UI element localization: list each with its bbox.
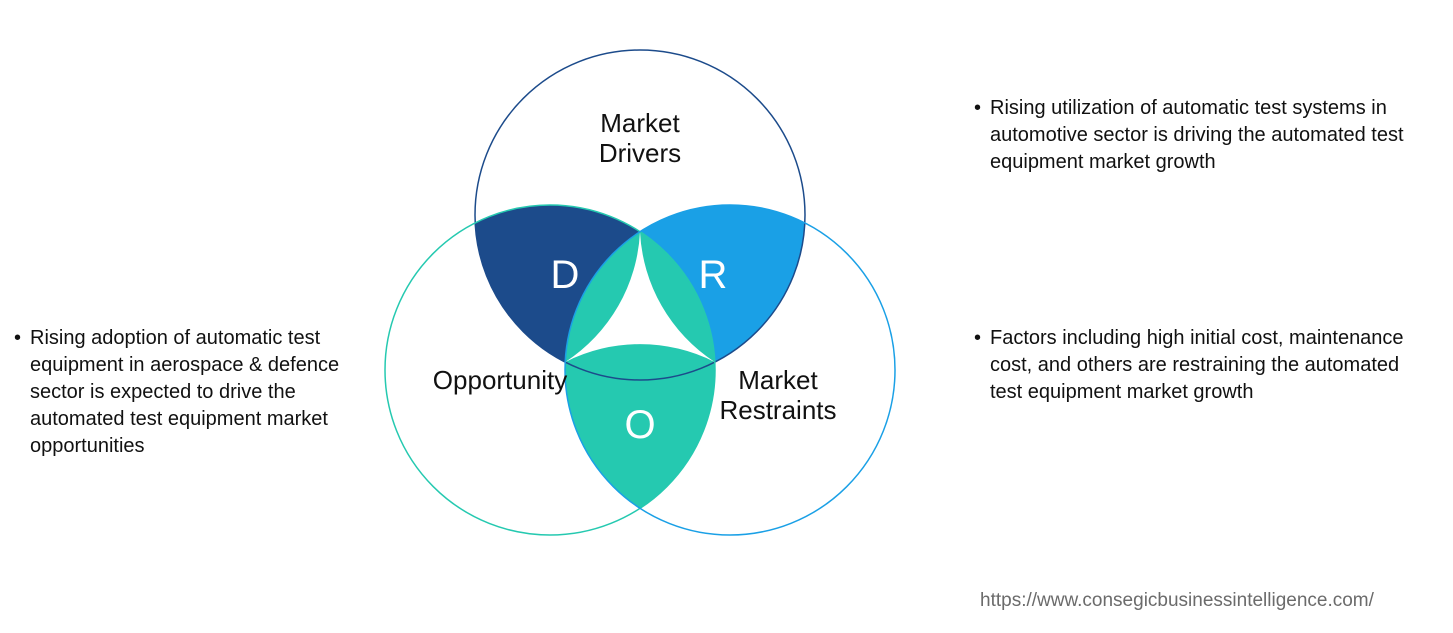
bullet-restraints: Factors including high initial cost, mai… [990, 325, 1410, 406]
venn-diagram [360, 20, 920, 580]
source-url: https://www.consegicbusinessintelligence… [980, 590, 1374, 612]
bullet-drivers: Rising utilization of automatic test sys… [990, 95, 1410, 176]
label-market-drivers: MarketDrivers [520, 109, 760, 169]
petal-letter-o: O [610, 403, 670, 448]
label-market-restraints: MarketRestraints [658, 366, 898, 426]
diagram-container: MarketDrivers Opportunity MarketRestrain… [0, 0, 1453, 633]
bullet-opportunity: Rising adoption of automatic test equipm… [30, 325, 350, 460]
label-opportunity: Opportunity [380, 366, 620, 396]
petal-letter-r: R [683, 253, 743, 298]
petal-letter-d: D [535, 253, 595, 298]
